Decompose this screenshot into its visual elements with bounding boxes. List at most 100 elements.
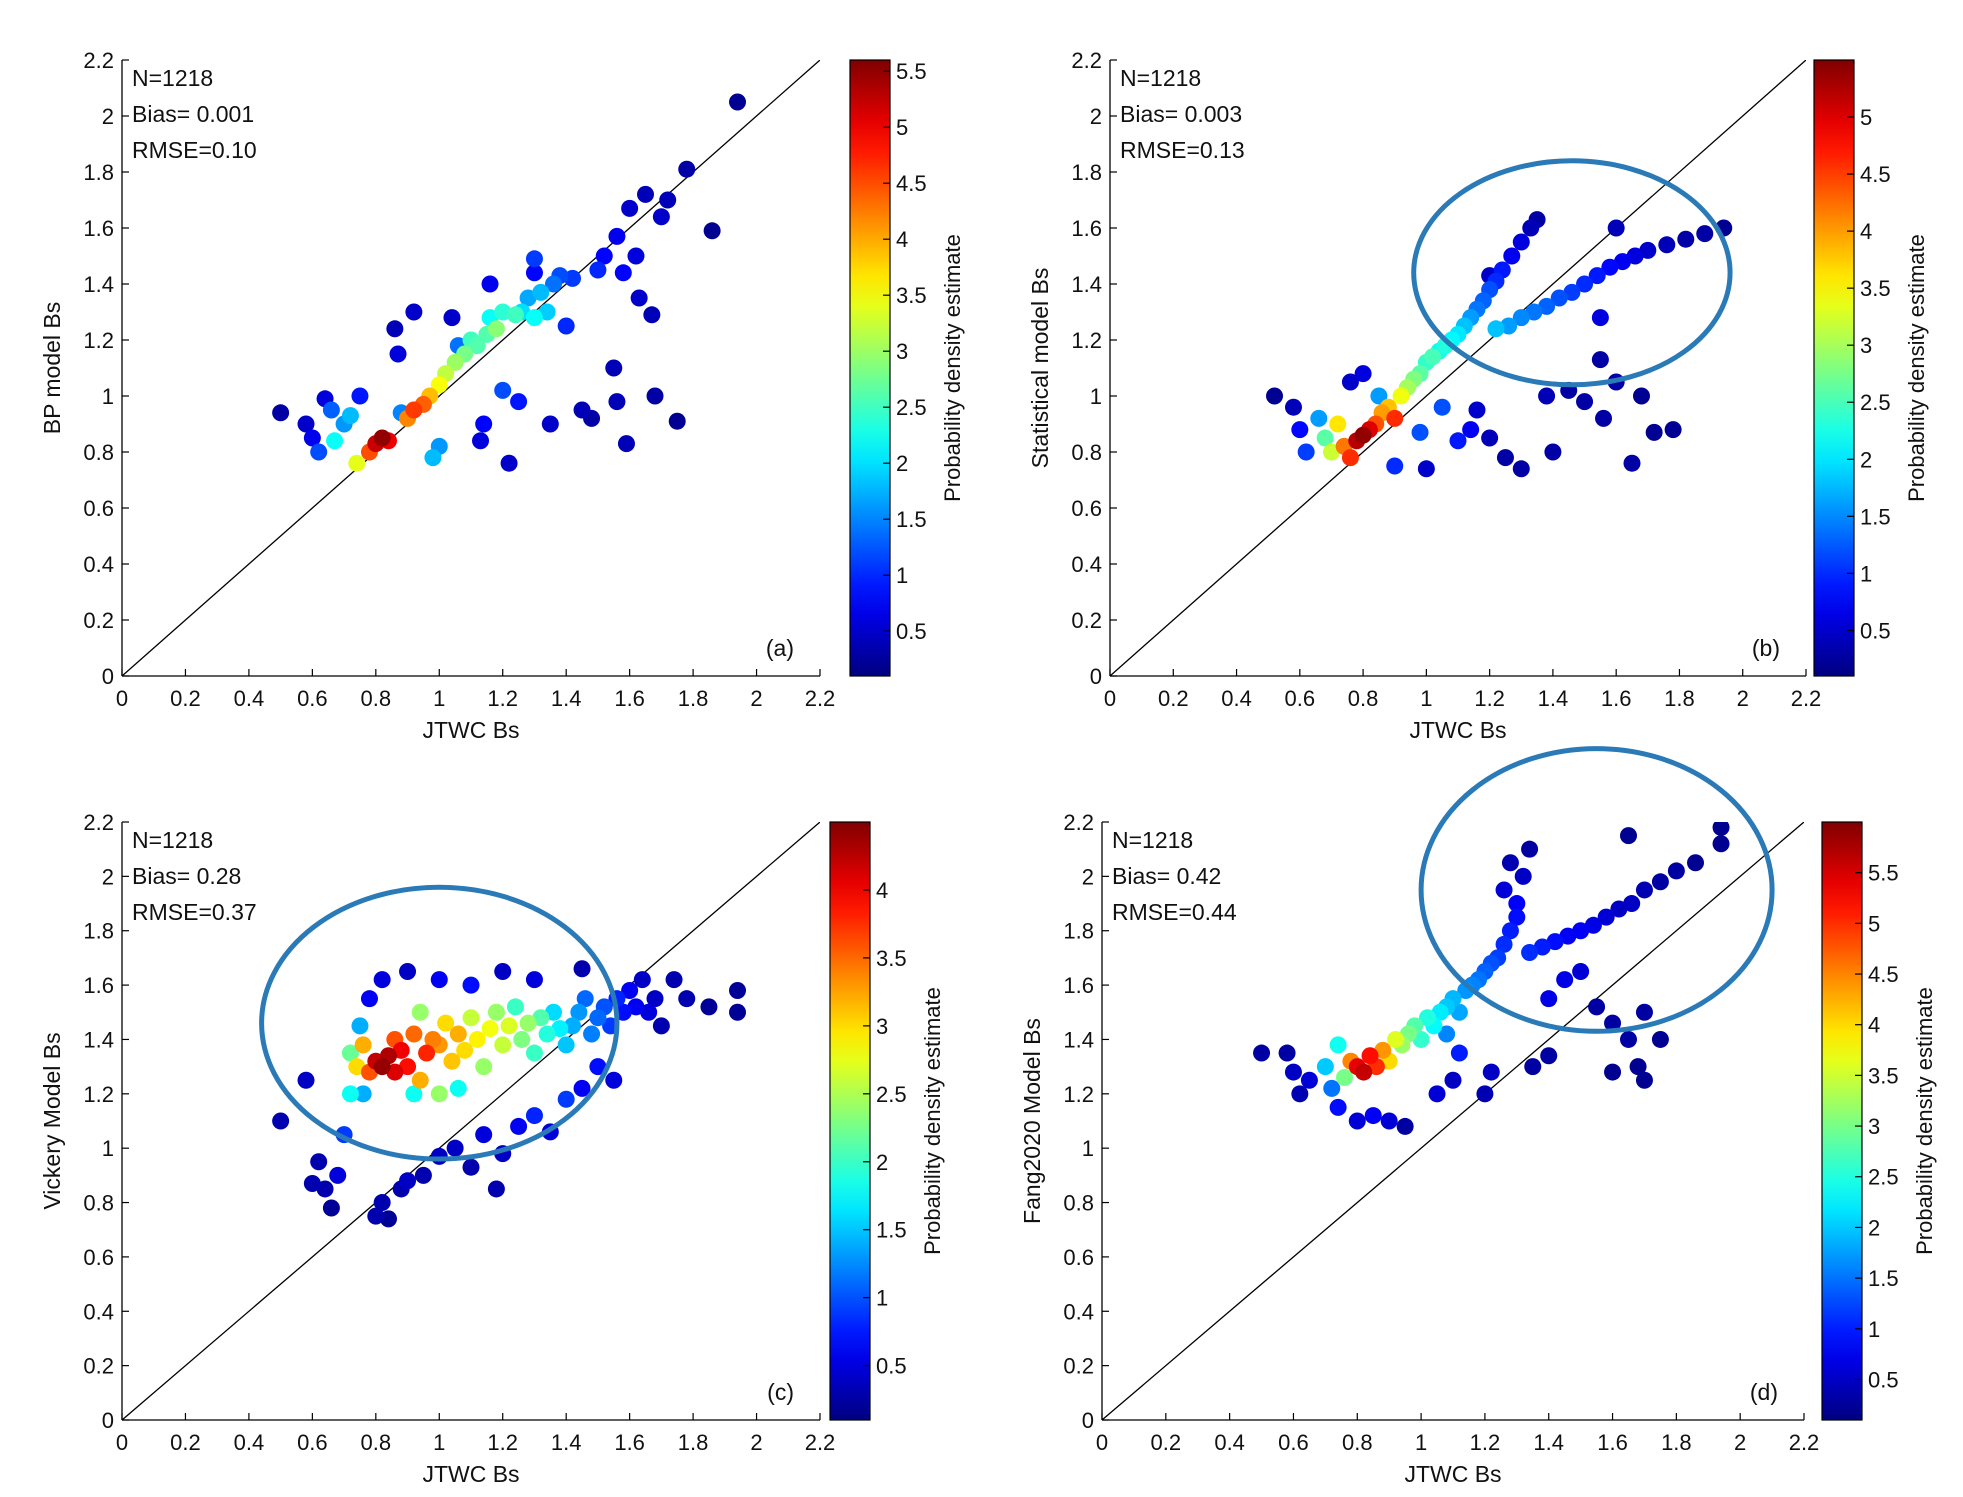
y-tick-label: 1: [102, 1136, 114, 1161]
y-tick-label: 0.8: [83, 440, 114, 465]
data-point: [700, 998, 718, 1016]
data-point: [411, 1071, 429, 1089]
data-point: [589, 261, 607, 279]
y-tick-label: 2.2: [1071, 48, 1102, 73]
colorbar-tick-label: 4: [1860, 219, 1872, 244]
data-point: [475, 415, 493, 433]
data-point: [430, 1085, 448, 1103]
colorbar-tick-label: 2.5: [896, 395, 927, 420]
data-point: [1336, 1069, 1354, 1087]
data-point: [1591, 309, 1609, 327]
data-point: [557, 1036, 575, 1054]
y-tick-label: 1.6: [1071, 216, 1102, 241]
data-point: [1632, 387, 1650, 405]
y-tick-label: 2: [1082, 864, 1094, 889]
data-point: [360, 990, 378, 1008]
data-point: [513, 1030, 531, 1048]
data-point: [1667, 862, 1685, 880]
data-point: [500, 1017, 518, 1035]
data-point: [1540, 1047, 1558, 1065]
colorbar-tick-label: 0.5: [1860, 618, 1891, 643]
panel-a: 0 0.2 0.4 0.6 0.8 1 1.2 1.4 1.6 1.8 2 2.2 0 0.2 0.4 0.6…: [39, 48, 965, 743]
colorbar-tick-label: 3.5: [1868, 1063, 1899, 1088]
data-point: [322, 1199, 340, 1217]
data-point: [1521, 943, 1539, 961]
colorbar-tick-label: 5: [1860, 105, 1872, 130]
data-point: [405, 1085, 423, 1103]
data-point: [532, 283, 550, 301]
data-point: [1495, 935, 1513, 953]
data-point: [297, 1071, 315, 1089]
x-axis-label: JTWC Bs: [1409, 717, 1506, 743]
data-point: [424, 449, 442, 467]
y-tick-label: 1.4: [83, 1027, 114, 1052]
data-point: [430, 376, 448, 394]
y-tick-label: 1.4: [1063, 1027, 1094, 1052]
data-point: [668, 412, 686, 430]
data-point: [1374, 1041, 1392, 1059]
data-point: [1329, 1098, 1347, 1116]
stat-text: Bias= 0.001: [132, 101, 254, 127]
data-point: [1361, 1047, 1379, 1065]
panel-label: (d): [1750, 1379, 1778, 1405]
data-point: [1521, 840, 1539, 858]
data-point: [729, 93, 747, 111]
data-point: [272, 1112, 290, 1130]
data-point: [551, 1020, 569, 1038]
data-point: [541, 415, 559, 433]
data-point: [1496, 449, 1514, 467]
x-tick-label: 1: [1420, 686, 1432, 711]
y-tick-label: 0: [102, 664, 114, 689]
colorbar-tick-label: 2.5: [1868, 1165, 1899, 1190]
data-point: [1635, 881, 1653, 899]
data-point: [1522, 219, 1540, 237]
data-point: [1512, 460, 1530, 478]
colorbar-label: Probability density estimate: [920, 987, 945, 1255]
data-point: [1651, 1030, 1669, 1048]
data-point: [373, 971, 391, 989]
data-point: [646, 387, 664, 405]
data-point: [1544, 443, 1562, 461]
data-point: [1354, 365, 1372, 383]
data-point: [1468, 401, 1486, 419]
x-tick-label: 1.4: [551, 1430, 582, 1455]
x-tick-label: 1: [433, 1430, 445, 1455]
y-tick-label: 0.2: [83, 608, 114, 633]
highlight-ellipse: [1411, 158, 1733, 388]
data-point: [392, 1041, 410, 1059]
data-point: [665, 971, 683, 989]
panel-label: (c): [767, 1379, 794, 1405]
data-point: [589, 1058, 607, 1076]
x-tick-label: 2.2: [1789, 1430, 1820, 1455]
x-tick-label: 1.4: [1533, 1430, 1564, 1455]
data-point: [573, 960, 591, 978]
colorbar-tick-label: 0.5: [896, 619, 927, 644]
data-point: [1601, 258, 1619, 276]
data-point: [506, 998, 524, 1016]
data-point: [1392, 387, 1410, 405]
colorbar-label: Probability density estimate: [940, 234, 965, 502]
data-point: [506, 306, 524, 324]
data-point: [1370, 387, 1388, 405]
data-point: [576, 990, 594, 1008]
data-point: [1610, 900, 1628, 918]
x-tick-label: 1.2: [487, 1430, 518, 1455]
data-point: [1316, 1058, 1334, 1076]
panel-label: (a): [766, 635, 794, 661]
data-point: [1297, 443, 1315, 461]
data-point: [1444, 1071, 1462, 1089]
x-tick-label: 1.4: [1538, 686, 1569, 711]
y-axis-label: BP model Bs: [39, 302, 65, 435]
data-point: [1604, 1014, 1622, 1032]
data-point: [557, 1090, 575, 1108]
data-point: [640, 1003, 658, 1021]
data-point: [525, 1044, 543, 1062]
y-tick-label: 1: [1090, 384, 1102, 409]
colorbar-tick-label: 4: [876, 878, 888, 903]
data-point: [1629, 1058, 1647, 1076]
one-to-one-line: [122, 60, 820, 676]
data-point: [1354, 426, 1372, 444]
data-point: [1588, 267, 1606, 285]
one-to-one-line: [122, 822, 820, 1420]
data-point: [487, 320, 505, 338]
